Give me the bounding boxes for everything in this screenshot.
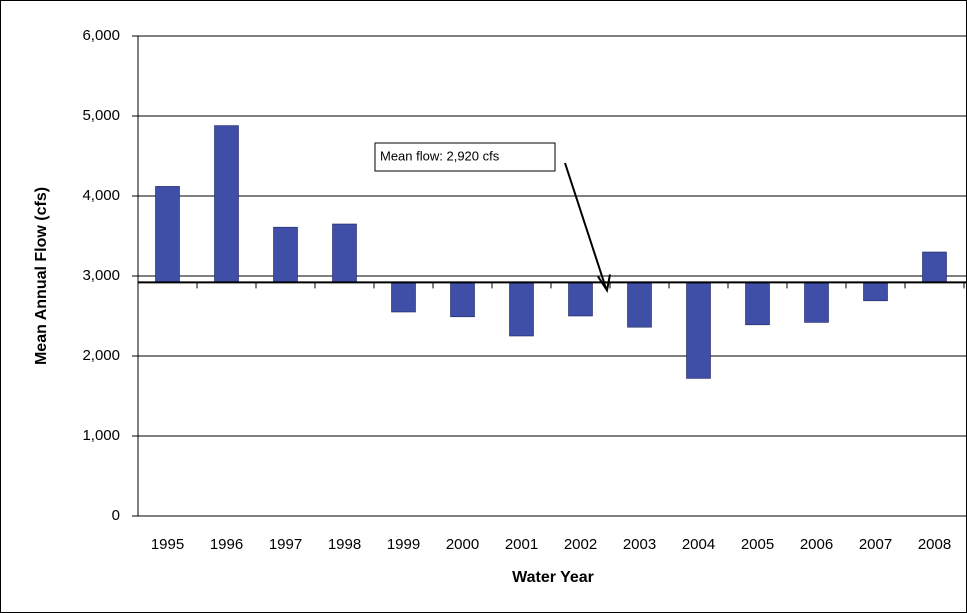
x-tick-label: 2007 [859, 536, 892, 553]
y-tick-label: 1,000 [82, 427, 120, 444]
bar [568, 282, 593, 317]
bar [745, 282, 770, 326]
bar [627, 282, 652, 328]
x-tick-label: 2002 [564, 536, 597, 553]
bar [686, 282, 711, 379]
y-tick-label: 6,000 [82, 27, 120, 44]
x-axis-title: Water Year [512, 569, 594, 586]
annotation-arrow [564, 162, 607, 289]
x-tick-label: 1999 [387, 536, 420, 553]
bar [450, 282, 475, 318]
x-tick-label: 1996 [210, 536, 243, 553]
y-tick-label: 4,000 [82, 187, 120, 204]
y-tick-label: 5,000 [82, 107, 120, 124]
arrow-head [597, 274, 611, 294]
y-tick-label: 0 [112, 507, 120, 524]
annotation-box [374, 142, 556, 172]
bar [391, 282, 416, 313]
x-tick-label: 2001 [505, 536, 538, 553]
bar [332, 223, 357, 283]
bar [509, 282, 534, 337]
bar [863, 282, 888, 302]
x-tick-label: 1998 [328, 536, 361, 553]
y-tick-label: 3,000 [82, 267, 120, 284]
x-tick-label: 2004 [682, 536, 715, 553]
annotation: Mean flow: 2,920 cfs [380, 148, 500, 163]
bar [155, 186, 180, 283]
x-tick-label: 2008 [918, 536, 951, 553]
bar [273, 226, 298, 283]
x-tick-label: 1995 [151, 536, 184, 553]
x-tick-label: 2003 [623, 536, 656, 553]
bar [922, 251, 947, 283]
x-tick-label: 2005 [741, 536, 774, 553]
x-tick-label: 1997 [269, 536, 302, 553]
bar [804, 282, 829, 323]
x-tick-label: 2006 [800, 536, 833, 553]
y-axis-title: Mean Annual Flow (cfs) [33, 187, 50, 365]
bar [214, 125, 239, 283]
x-tick-label: 2000 [446, 536, 479, 553]
y-tick-label: 2,000 [82, 347, 120, 364]
